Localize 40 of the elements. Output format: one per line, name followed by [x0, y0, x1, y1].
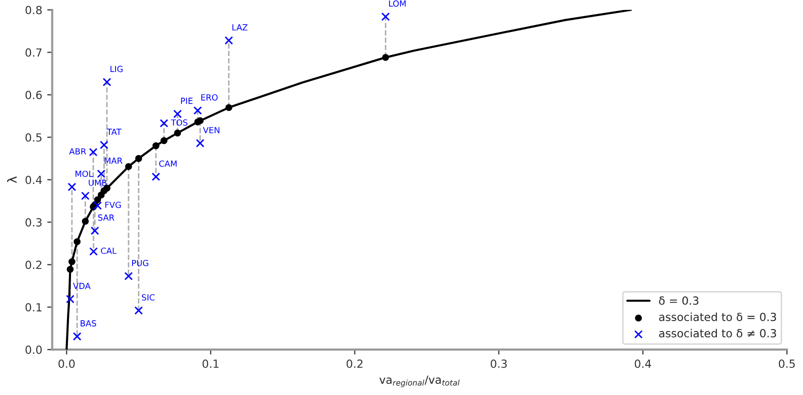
legend-label: associated to δ = 0.3 [659, 312, 776, 322]
annotation: UMB [88, 180, 107, 186]
x-tick-label: 0.4 [634, 359, 652, 368]
y-tick-label: 0.4 [26, 176, 42, 184]
x-tick-label: 0.0 [58, 359, 75, 368]
annotation: SAR [98, 214, 114, 221]
x-axis-title: va$_{regional}$/va$_{total}$ [379, 376, 460, 388]
x-tick-label: 0.1 [202, 359, 218, 368]
annotation: LIG [110, 66, 123, 72]
y-tick-label: 0.0 [26, 346, 42, 354]
annotation: ABR [69, 148, 86, 154]
annotation: FVG [105, 202, 121, 208]
annotation: PUG [132, 260, 148, 266]
annotation: MOL [76, 170, 94, 177]
x-tick-label: 0.5 [778, 359, 795, 368]
y-tick-label: 0.5 [26, 133, 42, 142]
annotation: PIE [181, 98, 193, 104]
annotation: VEN [202, 127, 220, 134]
y-tick-label: 0.7 [26, 48, 42, 57]
annotation: LAZ [232, 24, 248, 30]
annotation: MAR [104, 158, 122, 164]
annotation: CAL [100, 248, 117, 254]
legend-label: associated to δ ≠ 0.3 [659, 328, 776, 338]
y-tick-label: 0.8 [26, 6, 42, 14]
annotation: ERO [201, 94, 218, 101]
x-tick-label: 0.2 [346, 359, 362, 368]
y-tick-label: 0.1 [26, 303, 42, 312]
annotation: TOS [170, 119, 188, 126]
annotation: SIC [142, 294, 155, 301]
y-tick-label: 0.6 [26, 90, 42, 100]
annotation: BAS [80, 320, 96, 326]
y-tick-label: 0.2 [26, 260, 42, 270]
legend-label: δ = 0.3 [659, 296, 698, 305]
annotation: VDA [73, 282, 91, 289]
annotation: LOM [389, 0, 406, 7]
y-tick-label: 0.3 [26, 218, 42, 227]
x-tick-label: 0.3 [490, 359, 507, 368]
y-axis-title: λ [7, 176, 17, 184]
annotation: TAT [106, 128, 122, 135]
annotation: CAM [159, 160, 177, 167]
